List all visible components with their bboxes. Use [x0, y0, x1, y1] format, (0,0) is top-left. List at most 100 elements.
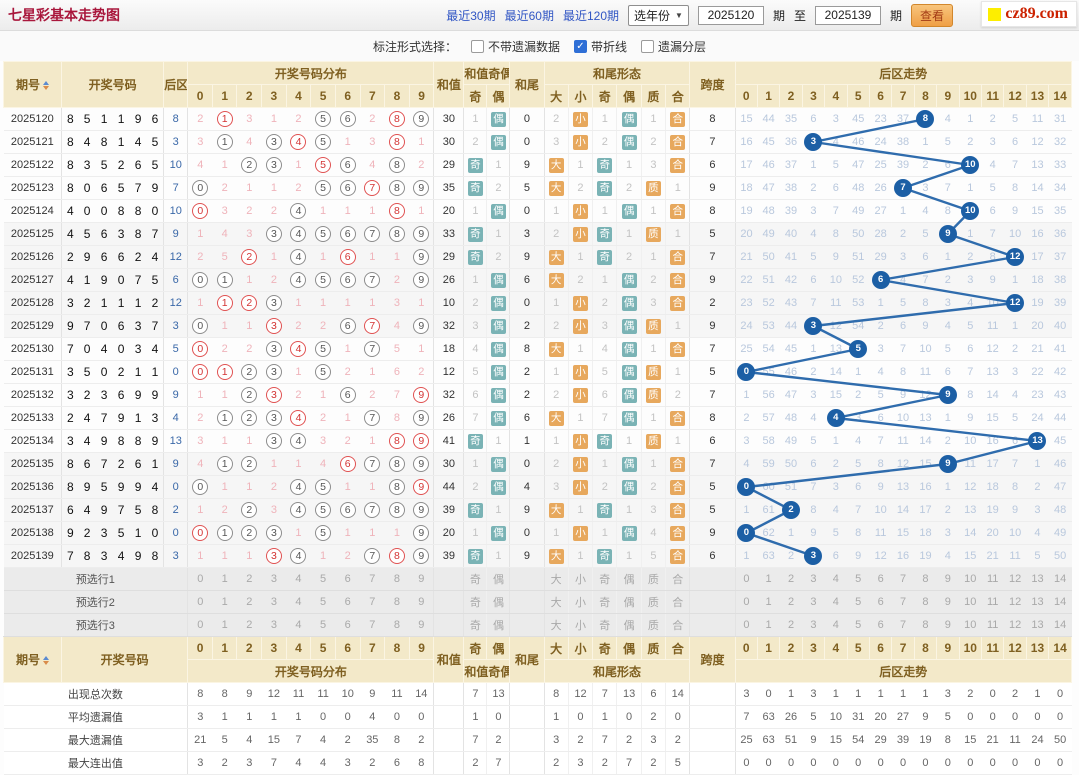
- preselect-zone[interactable]: 13: [1026, 567, 1049, 591]
- preselect-zone[interactable]: 11: [981, 590, 1004, 614]
- preselect-zone[interactable]: 0: [734, 613, 758, 637]
- preselect-zone[interactable]: 2: [779, 590, 803, 614]
- preselect-zone[interactable]: 2: [779, 613, 803, 637]
- checkbox-omission-layer[interactable]: 遗漏分层: [641, 38, 706, 55]
- cz89-watermark-link[interactable]: cz89.com: [981, 1, 1077, 27]
- preselect-oe[interactable]: 偶: [486, 567, 510, 591]
- preselect-form[interactable]: 质: [640, 613, 666, 637]
- preselect-form[interactable]: 合: [665, 613, 690, 637]
- preselect-zone[interactable]: 0: [734, 590, 758, 614]
- preselect-oe[interactable]: 偶: [486, 613, 510, 637]
- preselect-zone[interactable]: 6: [869, 613, 892, 637]
- preselect-digit[interactable]: 1: [212, 613, 237, 637]
- preselect-form[interactable]: 偶: [616, 590, 642, 614]
- from-period-input[interactable]: [697, 5, 764, 25]
- preselect-zone[interactable]: 14: [1048, 567, 1072, 591]
- preselect-form[interactable]: 大: [543, 613, 569, 637]
- preselect-zone[interactable]: 3: [802, 567, 825, 591]
- preselect-digit[interactable]: 6: [335, 613, 361, 637]
- preselect-zone[interactable]: 0: [734, 567, 758, 591]
- preselect-digit[interactable]: 3: [261, 590, 287, 614]
- preselect-zone[interactable]: 5: [847, 567, 870, 591]
- preselect-zone[interactable]: 3: [802, 590, 825, 614]
- preselect-zone[interactable]: 1: [757, 590, 780, 614]
- preselect-oe[interactable]: 奇: [463, 590, 487, 614]
- checkbox-icon[interactable]: ✓: [574, 39, 587, 53]
- preselect-digit[interactable]: 6: [335, 567, 361, 591]
- preselect-digit[interactable]: 1: [212, 590, 237, 614]
- preselect-digit[interactable]: 4: [286, 567, 311, 591]
- view-button[interactable]: 查看: [910, 3, 953, 27]
- preselect-zone[interactable]: 9: [936, 567, 960, 591]
- preselect-zone[interactable]: 6: [869, 590, 892, 614]
- preselect-form[interactable]: 奇: [592, 590, 617, 614]
- preselect-form[interactable]: 偶: [616, 613, 642, 637]
- preselect-digit[interactable]: 3: [261, 567, 287, 591]
- preselect-digit[interactable]: 5: [310, 567, 336, 591]
- preselect-zone[interactable]: 5: [847, 613, 870, 637]
- preselect-digit[interactable]: 2: [236, 567, 262, 591]
- preselect-digit[interactable]: 3: [261, 613, 287, 637]
- preselect-digit[interactable]: 7: [360, 590, 385, 614]
- preselect-digit[interactable]: 9: [409, 590, 434, 614]
- preselect-digit[interactable]: 4: [286, 590, 311, 614]
- preselect-digit[interactable]: 4: [286, 613, 311, 637]
- preselect-zone[interactable]: 7: [891, 613, 915, 637]
- checkbox-icon[interactable]: [470, 39, 484, 53]
- sort-icon[interactable]: [43, 81, 50, 91]
- preselect-zone[interactable]: 4: [824, 567, 848, 591]
- preselect-zone[interactable]: 6: [869, 567, 892, 591]
- year-select[interactable]: 选年份 ▼: [628, 4, 689, 26]
- preselect-zone[interactable]: 4: [824, 590, 848, 614]
- preselect-zone[interactable]: 12: [1003, 590, 1027, 614]
- preselect-digit[interactable]: 7: [360, 567, 385, 591]
- preselect-digit[interactable]: 8: [384, 567, 410, 591]
- preselect-digit[interactable]: 2: [236, 613, 262, 637]
- preselect-form[interactable]: 质: [640, 567, 666, 591]
- preselect-zone[interactable]: 10: [959, 590, 982, 614]
- preselect-zone[interactable]: 11: [981, 567, 1004, 591]
- preselect-zone[interactable]: 8: [914, 567, 937, 591]
- preselect-digit[interactable]: 9: [409, 567, 434, 591]
- preselect-digit[interactable]: 2: [236, 590, 262, 614]
- preselect-form[interactable]: 小: [567, 613, 593, 637]
- preselect-zone[interactable]: 5: [847, 590, 870, 614]
- preselect-zone[interactable]: 12: [1003, 567, 1027, 591]
- preselect-form[interactable]: 奇: [592, 567, 617, 591]
- preselect-oe[interactable]: 偶: [486, 590, 510, 614]
- preselect-zone[interactable]: 12: [1003, 613, 1027, 637]
- preselect-digit[interactable]: 6: [335, 590, 361, 614]
- preselect-zone[interactable]: 14: [1048, 613, 1072, 637]
- preselect-digit[interactable]: 0: [187, 613, 213, 637]
- checkbox-icon[interactable]: [641, 39, 655, 53]
- preselect-form[interactable]: 合: [665, 590, 690, 614]
- preselect-zone[interactable]: 9: [936, 590, 960, 614]
- preselect-zone[interactable]: 7: [891, 590, 915, 614]
- preselect-zone[interactable]: 3: [802, 613, 825, 637]
- preselect-digit[interactable]: 0: [187, 590, 213, 614]
- preselect-form[interactable]: 奇: [592, 613, 617, 637]
- preselect-oe[interactable]: 奇: [463, 567, 487, 591]
- preselect-digit[interactable]: 1: [212, 567, 237, 591]
- checkbox-no-omission[interactable]: 不带遗漏数据: [470, 38, 560, 55]
- preselect-zone[interactable]: 8: [914, 613, 937, 637]
- preselect-zone[interactable]: 11: [981, 613, 1004, 637]
- preselect-zone[interactable]: 13: [1026, 613, 1049, 637]
- preselect-zone[interactable]: 13: [1026, 590, 1049, 614]
- sort-icon[interactable]: [43, 656, 50, 666]
- preselect-zone[interactable]: 1: [757, 613, 780, 637]
- preselect-zone[interactable]: 4: [824, 613, 848, 637]
- preselect-form[interactable]: 偶: [616, 567, 642, 591]
- preselect-form[interactable]: 合: [665, 567, 690, 591]
- preselect-digit[interactable]: 0: [187, 567, 213, 591]
- checkbox-with-line[interactable]: ✓ 带折线: [574, 38, 627, 55]
- link-recent-30[interactable]: 最近30期: [446, 8, 496, 23]
- preselect-zone[interactable]: 2: [779, 567, 803, 591]
- preselect-digit[interactable]: 5: [310, 590, 336, 614]
- preselect-zone[interactable]: 14: [1048, 590, 1072, 614]
- preselect-form[interactable]: 小: [567, 590, 593, 614]
- preselect-zone[interactable]: 10: [959, 613, 982, 637]
- link-recent-120[interactable]: 最近120期: [562, 8, 619, 23]
- preselect-zone[interactable]: 7: [891, 567, 915, 591]
- preselect-zone[interactable]: 8: [914, 590, 937, 614]
